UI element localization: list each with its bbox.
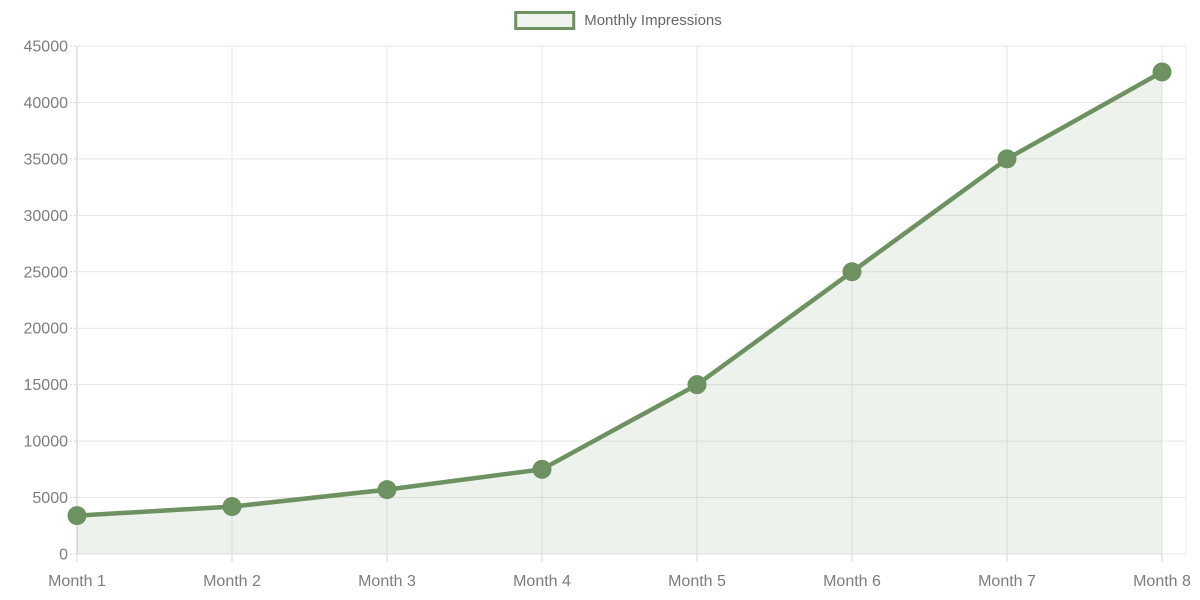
data-point[interactable] [1152, 62, 1172, 82]
x-axis-tick-label: Month 1 [48, 573, 106, 590]
x-axis-tick-label: Month 6 [823, 573, 881, 590]
data-point[interactable] [842, 262, 862, 282]
legend[interactable]: Monthly Impressions [514, 11, 722, 30]
x-axis-tick-label: Month 8 [1133, 573, 1191, 590]
data-point[interactable] [997, 149, 1017, 169]
x-axis-tick-label: Month 3 [358, 573, 416, 590]
y-axis-tick-label: 40000 [24, 95, 69, 112]
x-axis-tick-label: Month 2 [203, 573, 261, 590]
y-axis-tick-label: 0 [59, 547, 68, 564]
y-axis-tick-label: 20000 [24, 321, 69, 338]
data-point[interactable] [222, 497, 242, 517]
area-fill [77, 71, 1162, 554]
y-axis-tick-label: 35000 [24, 151, 69, 168]
y-axis-tick-label: 25000 [24, 264, 69, 281]
y-axis-tick-label: 5000 [32, 490, 68, 507]
x-axis-tick-label: Month 4 [513, 573, 571, 590]
y-axis-tick-label: 15000 [24, 377, 69, 394]
data-line [74, 69, 1165, 518]
y-axis-tick-label: 30000 [24, 208, 69, 225]
y-axis-tick-label: 45000 [24, 39, 69, 56]
data-point[interactable] [532, 459, 552, 479]
data-point[interactable] [687, 375, 707, 395]
legend-label: Monthly Impressions [584, 12, 722, 29]
y-axis-tick-label: 10000 [24, 434, 69, 451]
data-point[interactable] [377, 480, 397, 500]
data-point[interactable] [67, 506, 87, 526]
x-axis-tick-label: Month 7 [978, 573, 1036, 590]
legend-swatch-icon [514, 11, 576, 30]
x-axis-tick-label: Month 5 [668, 573, 726, 590]
